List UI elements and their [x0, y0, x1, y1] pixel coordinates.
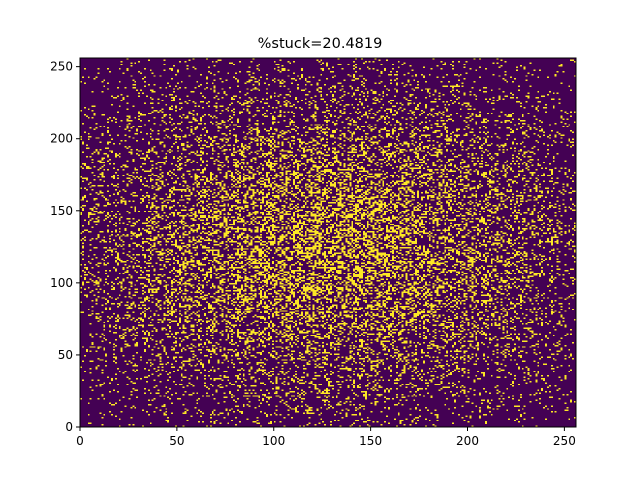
x-tick-label: 150: [359, 434, 382, 448]
x-tick-label: 50: [169, 434, 184, 448]
y-tick-label: 0: [65, 420, 73, 434]
x-tick-label: 100: [262, 434, 285, 448]
y-tick-label: 50: [58, 348, 73, 362]
y-tick-label: 200: [50, 132, 73, 146]
x-tick-label: 250: [553, 434, 576, 448]
y-tick-label: 100: [50, 276, 73, 290]
y-tick-label: 150: [50, 204, 73, 218]
chart-title: %stuck=20.4819: [258, 36, 383, 52]
y-tick-label: 250: [50, 60, 73, 74]
plot-area: [80, 58, 576, 427]
x-tick-label: 200: [456, 434, 479, 448]
x-tick-label: 0: [76, 434, 84, 448]
